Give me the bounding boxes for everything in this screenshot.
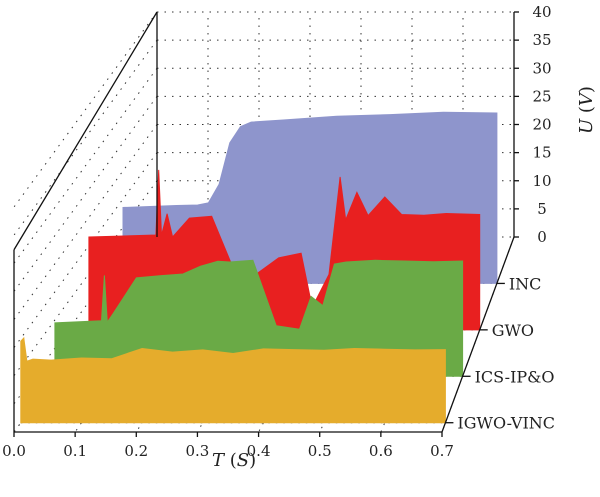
z-tick-label: 10 <box>532 172 551 190</box>
series-label: GWO <box>492 321 534 340</box>
x-tick-label: 0.6 <box>369 442 393 460</box>
x-tick-label: 0.4 <box>247 442 271 460</box>
series-label: INC <box>509 274 542 293</box>
z-axis-tick-labels: 0 5 10 15 20 25 30 35 40 <box>514 3 552 246</box>
series-labels: INC GWO ICS-IP&O IGWO-VINC <box>445 274 555 433</box>
series-area-igwo-vinc <box>20 336 446 424</box>
z-axis-title: U (V) <box>576 86 597 134</box>
x-tick-label: 0.1 <box>63 442 87 460</box>
z-tick-label: 5 <box>537 200 547 218</box>
x-tick-label: 0.0 <box>2 442 26 460</box>
z-tick-label: 30 <box>532 59 551 77</box>
x-tick-label: 0.3 <box>185 442 209 460</box>
z-tick-label: 35 <box>532 31 551 49</box>
x-tick-label: 0.7 <box>430 442 454 460</box>
series-layer <box>20 111 498 424</box>
z-tick-label: 40 <box>532 3 551 21</box>
x-tick-label: 0.5 <box>308 442 332 460</box>
series-area-ics-ip-o <box>54 259 464 377</box>
z-tick-label: 25 <box>532 87 551 105</box>
x-axis-tick-labels: 0.0 0.1 0.2 0.3 0.4 0.5 0.6 0.7 <box>2 432 454 460</box>
z-tick-label: 20 <box>532 116 551 134</box>
x-axis-title: T (S) <box>212 450 256 471</box>
z-tick-label: 0 <box>537 228 547 246</box>
series-label: IGWO-VINC <box>457 414 555 433</box>
x-tick-label: 0.2 <box>124 442 148 460</box>
series-label: ICS-IP&O <box>475 367 555 386</box>
z-tick-label: 15 <box>532 144 551 162</box>
